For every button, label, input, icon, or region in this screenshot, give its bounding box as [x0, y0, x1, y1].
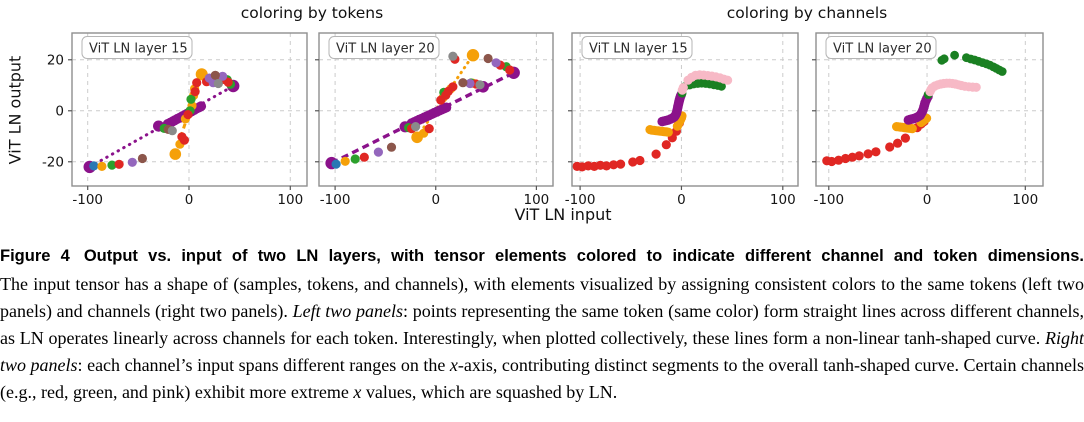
series-channel-pink [677, 70, 733, 95]
series-token-orange [340, 49, 480, 166]
x-tick-label: -100 [72, 192, 103, 208]
caption-seg-3: : each channel’s input spans different r… [77, 355, 450, 375]
panel-label-text: ViT LN layer 15 [89, 42, 188, 57]
x-tick-label: 0 [923, 192, 932, 208]
panel-label-box [328, 36, 440, 59]
x-tick-label: -100 [813, 192, 844, 208]
panel-label-box [825, 36, 937, 59]
caption-seg-2: : points representing the same token (sa… [0, 301, 1084, 348]
panel-3-vit-ln-layer-15: -100 0 100 ViT LN layer 15 [565, 32, 799, 208]
panel-4-vit-ln-layer-20: -100 0 100 ViT LN layer 20 [812, 32, 1044, 208]
series-token-brown [386, 53, 493, 152]
figure-4-plots: -100 0 100 -20 0 20 ViT LN layer 15 -100 0 100 ViT… [5, 4, 1044, 224]
series-channel-red [572, 118, 685, 172]
caption-bold-line: Figure 4 Output vs. input of two LN layer… [0, 243, 1084, 269]
caption-seg-4: -axis, contributing distinct segments to… [0, 355, 1084, 402]
series-channel-pink [925, 78, 981, 97]
panel-label-box [81, 36, 193, 59]
caption-italic-x-1: x [449, 355, 458, 375]
x-tick-label: 0 [185, 192, 194, 208]
series-token-light-purple [373, 58, 501, 157]
series-token-blue [89, 161, 99, 171]
x-tick-label: 100 [1012, 192, 1038, 208]
x-tick-label: 100 [524, 192, 550, 208]
series-token-purple [325, 66, 520, 170]
panel-label-text: ViT LN layer 15 [589, 42, 688, 57]
panel-label-text: ViT LN layer 20 [336, 42, 435, 57]
x-tick-label: 0 [431, 192, 440, 208]
caption-seg-5: values, which are squashed by LN. [361, 382, 618, 402]
y-tick-label: 0 [55, 103, 64, 119]
trend-line-purple [88, 84, 235, 169]
group-title-tokens: coloring by tokens [240, 4, 384, 22]
series-channel-green [923, 50, 1007, 99]
caption-italic-left-two-panels: Left two panels [292, 301, 403, 321]
panel-label-box [581, 36, 693, 59]
caption-italic-right-two-panels: Right two panels [0, 328, 1084, 375]
series-token-gray [411, 51, 485, 132]
panel-label-text: ViT LN layer 20 [833, 42, 932, 57]
group-title-channels: coloring by channels [726, 4, 888, 22]
x-tick-label: -100 [565, 192, 596, 208]
series-token-blue [331, 159, 341, 169]
series-channel-orange [645, 111, 687, 137]
caption-seg-1: The input tensor has a shape of (samples… [0, 274, 1084, 321]
series-token-gray [167, 78, 223, 136]
figure-number-label: Figure 4 [0, 247, 70, 265]
x-axis-label: ViT LN input [514, 205, 612, 224]
caption-italic-x-2: x [353, 382, 362, 402]
caption-bold-text: Output vs. input of two LN layers, with … [83, 247, 1084, 265]
x-tick-label: 100 [277, 192, 303, 208]
caption-body-text: The input tensor has a shape of (samples… [0, 271, 1084, 406]
panel-2-vit-ln-layer-20: -100 0 100 ViT LN layer 20 [315, 32, 554, 208]
y-axis-label: ViT LN output [5, 55, 25, 165]
scatter-panels-svg: -100 0 100 -20 0 20 ViT LN layer 15 -100 0 100 ViT… [42, 32, 1044, 208]
y-tick-label: 20 [47, 52, 64, 68]
panel-1-vit-ln-layer-15: -100 0 100 -20 0 20 ViT LN layer 15 [42, 32, 308, 208]
figure-caption: Figure 4 Output vs. input of two LN layer… [0, 243, 1084, 406]
x-tick-label: 100 [770, 192, 796, 208]
x-tick-label: 0 [677, 192, 686, 208]
x-tick-label: -100 [320, 192, 351, 208]
y-tick-label: -20 [42, 154, 64, 170]
